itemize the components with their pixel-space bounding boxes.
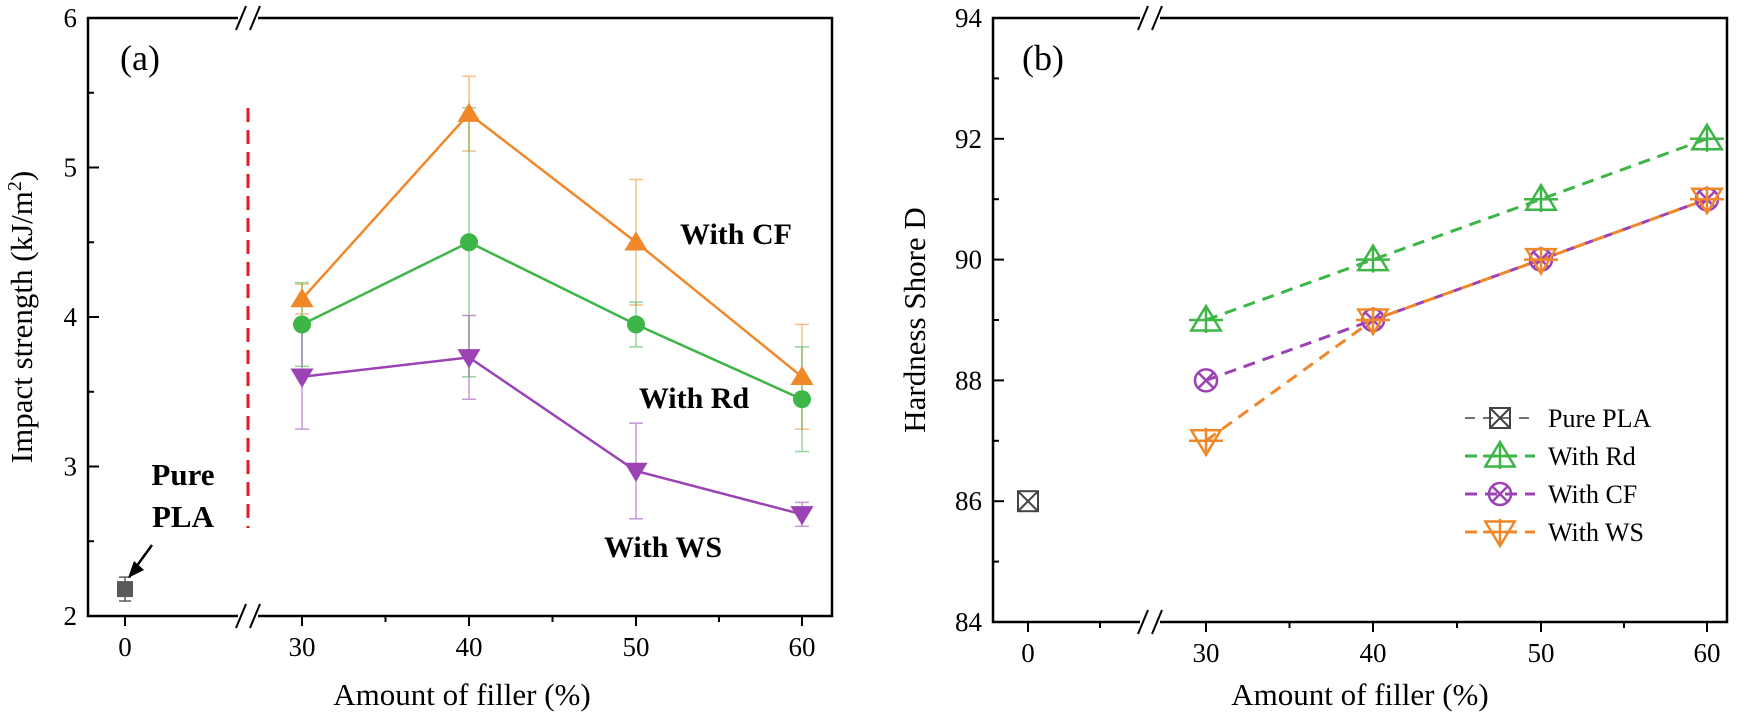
a-data-point-pure-pla bbox=[117, 581, 133, 598]
b-x-tick-label: 50 bbox=[1528, 638, 1555, 668]
b-legend-item: Pure PLA bbox=[1465, 404, 1652, 433]
a-panel-label: (a) bbox=[120, 38, 160, 78]
a-label-with-ws: With WS bbox=[604, 531, 722, 564]
b-data-point bbox=[1193, 368, 1219, 393]
b-series-line-1 bbox=[1205, 197, 1708, 382]
a-data-point bbox=[457, 349, 481, 369]
b-legend-marker bbox=[1487, 481, 1513, 507]
b-data-point bbox=[1524, 182, 1558, 213]
b-legend-marker bbox=[1489, 407, 1511, 429]
b-legend-item: With Rd bbox=[1465, 439, 1636, 471]
b-series-line-0 bbox=[1205, 137, 1708, 322]
b-legend-marker bbox=[1483, 519, 1517, 549]
a-data-point bbox=[624, 231, 648, 251]
a-pure-pointer-arrow bbox=[134, 544, 154, 568]
b-y-tick-label: 92 bbox=[955, 124, 982, 154]
a-x-tick-label: 30 bbox=[289, 632, 316, 662]
a-y-tick-label: 2 bbox=[64, 601, 78, 631]
b-y-tick-label: 86 bbox=[955, 486, 982, 516]
b-data-point bbox=[1356, 243, 1390, 273]
a-label-pure-line2: PLA bbox=[152, 499, 215, 534]
a-y-tick-label: 4 bbox=[64, 302, 78, 332]
b-data-point bbox=[1690, 186, 1724, 216]
b-legend-label: With WS bbox=[1548, 518, 1644, 547]
a-data-point bbox=[457, 102, 481, 122]
b-panel-label: (b) bbox=[1022, 38, 1064, 78]
b-data-point bbox=[1189, 427, 1223, 458]
a-data-point bbox=[793, 390, 811, 409]
b-axis-break-marks bbox=[1137, 4, 1163, 636]
b-x-tick-label: 0 bbox=[1021, 638, 1035, 668]
b-x-tick-label: 60 bbox=[1694, 638, 1721, 668]
b-y-tick-label: 88 bbox=[955, 365, 982, 395]
b-y-tick-label: 94 bbox=[955, 3, 983, 33]
a-data-point bbox=[460, 233, 478, 252]
a-data-point bbox=[290, 288, 314, 308]
b-legend: Pure PLA With Rd With CF With WS bbox=[1465, 404, 1652, 549]
b-legend-item: With CF bbox=[1465, 480, 1637, 509]
b-legend-label: With Rd bbox=[1548, 442, 1636, 471]
b-x-axis-title: Amount of filler (%) bbox=[1231, 677, 1488, 712]
b-data-point bbox=[1690, 122, 1724, 152]
a-label-with-rd: With Rd bbox=[639, 382, 750, 415]
panel-a-impact-strength: 2 3 4 5 6 0 30 40 50 60 (a) Amount of filler (%)… bbox=[4, 3, 834, 712]
a-axis-break-marks bbox=[235, 4, 261, 630]
panel-b-hardness: 84 86 88 90 92 94 0 30 40 50 60 (b) Amount of fil… bbox=[897, 3, 1729, 712]
a-data-point bbox=[790, 365, 814, 386]
a-y-tick-label: 5 bbox=[64, 153, 78, 183]
a-y-tick-label: 6 bbox=[64, 3, 78, 33]
a-data-point bbox=[293, 315, 311, 334]
b-y-axis-title: Hardness Shore D bbox=[897, 207, 932, 433]
b-data-point bbox=[1356, 307, 1390, 337]
a-data-point bbox=[627, 315, 645, 334]
b-legend-label: Pure PLA bbox=[1548, 404, 1652, 433]
a-x-axis-title: Amount of filler (%) bbox=[333, 677, 590, 712]
a-label-with-cf: With CF bbox=[680, 218, 792, 251]
b-x-tick-label: 30 bbox=[1193, 638, 1220, 668]
b-legend-marker bbox=[1483, 439, 1517, 469]
a-x-tick-label: 50 bbox=[623, 632, 650, 662]
a-series-line-2 bbox=[301, 356, 803, 516]
a-data-point bbox=[624, 462, 648, 482]
b-legend-item: With WS bbox=[1465, 518, 1644, 549]
a-data-point bbox=[790, 506, 814, 526]
a-pure-pointer-arrowhead bbox=[128, 561, 144, 578]
a-data-point bbox=[290, 368, 314, 388]
b-x-tick-label: 40 bbox=[1360, 638, 1387, 668]
b-y-tick-label: 84 bbox=[955, 607, 983, 637]
a-y-axis-title: Impact strength (kJ/m2) bbox=[4, 171, 39, 463]
a-x-tick-label: 0 bbox=[118, 632, 132, 662]
a-x-tick-label: 60 bbox=[789, 632, 816, 662]
a-x-tick-label: 40 bbox=[456, 632, 483, 662]
b-data-point bbox=[1524, 246, 1558, 277]
a-series-line-1 bbox=[301, 240, 803, 401]
a-y-tick-label: 3 bbox=[64, 452, 78, 482]
b-series-line-2 bbox=[1205, 197, 1708, 443]
a-label-pure-line1: Pure bbox=[151, 457, 214, 492]
b-y-tick-label: 90 bbox=[955, 245, 982, 275]
b-data-point-pure-pla bbox=[1017, 490, 1039, 513]
a-series-line-0 bbox=[301, 111, 803, 378]
b-data-point bbox=[1189, 303, 1223, 333]
b-legend-label: With CF bbox=[1548, 480, 1637, 509]
